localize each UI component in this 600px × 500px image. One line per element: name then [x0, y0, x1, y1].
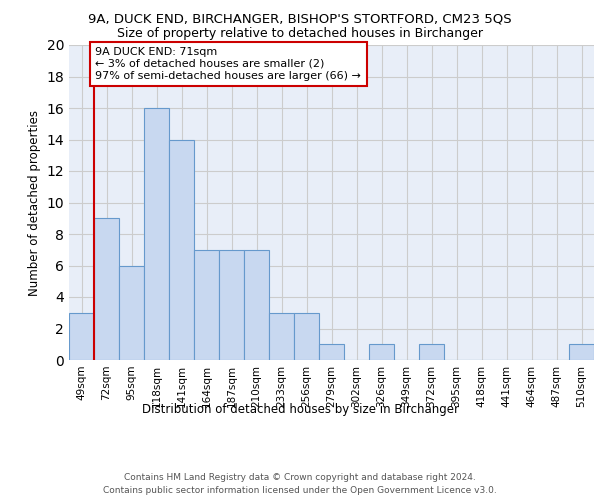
- Bar: [144, 108, 169, 360]
- Text: 9A DUCK END: 71sqm
← 3% of detached houses are smaller (2)
97% of semi-detached : 9A DUCK END: 71sqm ← 3% of detached hous…: [95, 48, 361, 80]
- Text: Size of property relative to detached houses in Birchanger: Size of property relative to detached ho…: [117, 28, 483, 40]
- Bar: [369, 344, 394, 360]
- Bar: [419, 344, 444, 360]
- Text: Contains public sector information licensed under the Open Government Licence v3: Contains public sector information licen…: [103, 486, 497, 495]
- Bar: [194, 250, 219, 360]
- Bar: [69, 313, 94, 360]
- Text: Contains HM Land Registry data © Crown copyright and database right 2024.: Contains HM Land Registry data © Crown c…: [124, 472, 476, 482]
- Bar: [169, 140, 194, 360]
- Text: 9A, DUCK END, BIRCHANGER, BISHOP'S STORTFORD, CM23 5QS: 9A, DUCK END, BIRCHANGER, BISHOP'S STORT…: [88, 12, 512, 26]
- Y-axis label: Number of detached properties: Number of detached properties: [28, 110, 41, 296]
- Bar: [219, 250, 244, 360]
- Bar: [94, 218, 119, 360]
- Bar: [244, 250, 269, 360]
- Bar: [119, 266, 144, 360]
- Bar: [269, 313, 294, 360]
- Bar: [569, 344, 594, 360]
- Text: Distribution of detached houses by size in Birchanger: Distribution of detached houses by size …: [142, 402, 458, 415]
- Bar: [319, 344, 344, 360]
- Bar: [294, 313, 319, 360]
